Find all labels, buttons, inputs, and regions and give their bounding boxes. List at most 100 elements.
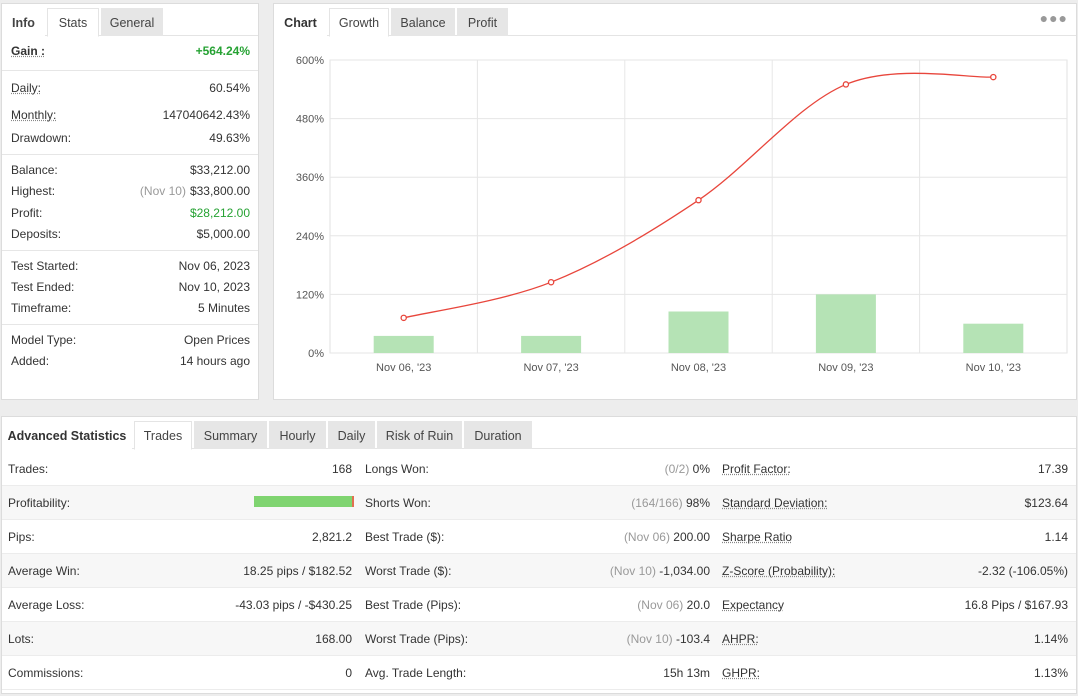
tab-general[interactable]: General: [101, 8, 163, 36]
stat-value: (Nov 06) 200.00: [624, 520, 710, 554]
stat-value-date: (Nov 06): [637, 598, 687, 612]
timeframe-row: Timeframe: 5 Minutes: [11, 298, 250, 318]
gain-label[interactable]: Gain :: [11, 44, 46, 58]
tab-profit[interactable]: Profit: [457, 8, 508, 36]
x-tick-label: Nov 08, '23: [671, 362, 726, 374]
stat-label[interactable]: AHPR:: [722, 622, 759, 656]
stat-label-text: GHPR:: [722, 666, 761, 680]
growth-point[interactable]: [990, 73, 997, 81]
stat-value-text: 0: [345, 666, 352, 680]
tab-trades[interactable]: Trades: [134, 421, 192, 450]
stat-value: 0: [345, 656, 352, 690]
drawdown-row: Drawdown: 49.63%: [11, 128, 250, 148]
growth-chart-svg: 0% 120% 240% 360% 480% 600% Nov 06, '23 Nov 07,…: [296, 55, 1068, 374]
growth-chart: 0% 120% 240% 360% 480% 600% Nov 06, '23 Nov 07,…: [274, 36, 1076, 399]
balance-value: $33,212.00: [189, 163, 250, 177]
stat-value-text: -2.32 (-106.05%): [977, 564, 1068, 578]
stat-value-text: 17.39: [1037, 462, 1068, 476]
growth-point[interactable]: [547, 278, 555, 286]
stat-value: (Nov 06) 20.0: [637, 588, 710, 622]
balance-label: Balance:: [11, 163, 58, 177]
stat-value: 168: [332, 452, 352, 486]
stat-label-text: Longs Won:: [365, 462, 429, 476]
divider: [2, 250, 258, 251]
model-type-value: Open Prices: [183, 333, 250, 347]
info-tabbar: Info Stats General: [2, 4, 258, 37]
stat-value-date: (0/2): [664, 462, 693, 476]
stat-value-text: 15h 13m: [663, 666, 710, 680]
stat-value: -2.32 (-106.05%): [978, 554, 1068, 588]
chart-bar[interactable]: [668, 311, 729, 353]
stat-value-text: -43.03 pips / -$430.25: [235, 598, 352, 612]
deposits-value: $5,000.00: [196, 227, 250, 241]
highest-label: Highest:: [11, 184, 56, 198]
stat-value-text: -103.4: [675, 632, 710, 646]
chart-bar[interactable]: [963, 323, 1024, 353]
stat-value: (Nov 10) -1,034.00: [610, 554, 710, 588]
drawdown-value: 49.63%: [209, 131, 250, 145]
tab-growth[interactable]: Growth: [329, 8, 389, 37]
stat-value-text: 200.00: [673, 530, 710, 544]
tab-daily[interactable]: Daily: [328, 421, 375, 449]
test-ended-row: Test Ended: Nov 10, 2023: [11, 277, 250, 297]
monthly-label[interactable]: Monthly:: [11, 108, 57, 122]
tab-risk-of-ruin[interactable]: Risk of Ruin: [377, 421, 462, 449]
chart-bar[interactable]: [521, 335, 582, 353]
more-dots-icon[interactable]: ●●●: [1039, 10, 1068, 26]
stat-value: $123.64: [1025, 486, 1068, 520]
stat-value: -43.03 pips / -$430.25: [235, 588, 352, 622]
stat-value: 17.39: [1038, 452, 1068, 486]
stat-label-text: Expectancy: [722, 598, 785, 612]
chart-bar[interactable]: [373, 335, 434, 353]
tab-hourly[interactable]: Hourly: [269, 421, 326, 449]
tab-balance[interactable]: Balance: [391, 8, 455, 36]
stat-label: Avg. Trade Length:: [365, 656, 466, 690]
stat-label-text: Worst Trade (Pips):: [365, 632, 469, 646]
stat-value-date: (Nov 06): [623, 530, 674, 544]
stat-label: Average Win:: [8, 554, 80, 588]
stat-value: (Nov 10) -103.4: [627, 622, 710, 656]
y-tick-label: 480%: [296, 114, 324, 126]
deposits-label: Deposits:: [11, 227, 62, 241]
stat-label[interactable]: Profit Factor:: [722, 452, 791, 486]
stats-row: Lots: 168.00 Worst Trade (Pips): (Nov 10) -…: [2, 622, 1076, 656]
stat-label-text: AHPR:: [722, 632, 759, 646]
stat-value-text: -1,034.00: [659, 564, 710, 578]
stat-label[interactable]: Sharpe Ratio: [722, 520, 792, 554]
x-tick-label: Nov 06, '23: [376, 362, 431, 374]
tab-stats[interactable]: Stats: [47, 8, 99, 37]
stat-label[interactable]: Z-Score (Probability):: [722, 554, 835, 588]
stat-label-text: Shorts Won:: [365, 496, 431, 510]
stat-label: Longs Won:: [365, 452, 429, 486]
tab-info[interactable]: Info: [2, 8, 45, 36]
stat-value-date: (Nov 10): [626, 632, 676, 646]
stat-value: 2,821.2: [312, 520, 352, 554]
growth-point[interactable]: [695, 196, 702, 204]
stat-value: 15h 13m: [663, 656, 710, 690]
growth-point[interactable]: [842, 81, 850, 88]
chart-bar[interactable]: [815, 294, 876, 353]
gain-value: +564.24%: [195, 44, 250, 58]
stat-label[interactable]: Standard Deviation:: [722, 486, 827, 520]
profitability-loss-segment: [352, 496, 354, 507]
monthly-value: 147040642.43%: [162, 108, 250, 122]
y-tick-label: 600%: [296, 55, 324, 67]
x-tick-label: Nov 07, '23: [523, 362, 578, 374]
stats-row: Trades: 168 Longs Won: (0/2) 0% Profit Facto…: [2, 452, 1076, 486]
advanced-tabbar: Advanced Statistics Trades Summary Hourl…: [2, 417, 1076, 450]
tab-summary[interactable]: Summary: [194, 421, 267, 449]
stat-label[interactable]: GHPR:: [722, 656, 760, 690]
daily-label[interactable]: Daily:: [11, 81, 42, 95]
tab-duration[interactable]: Duration: [464, 421, 532, 449]
growth-point[interactable]: [400, 314, 407, 322]
highest-value-wrap: (Nov 10) $33,800.00: [140, 181, 250, 201]
stat-label-text: Profit Factor:: [722, 462, 791, 476]
stat-label: Commissions:: [8, 656, 83, 690]
stat-label-text: Z-Score (Probability):: [722, 564, 836, 578]
stat-label: Shorts Won:: [365, 486, 431, 520]
stat-value: 1.13%: [1034, 656, 1068, 690]
model-type-label: Model Type:: [11, 333, 77, 347]
stat-label[interactable]: Expectancy: [722, 588, 784, 622]
stat-label-text: Sharpe Ratio: [722, 530, 793, 544]
stat-value-date: (164/166): [631, 496, 686, 510]
